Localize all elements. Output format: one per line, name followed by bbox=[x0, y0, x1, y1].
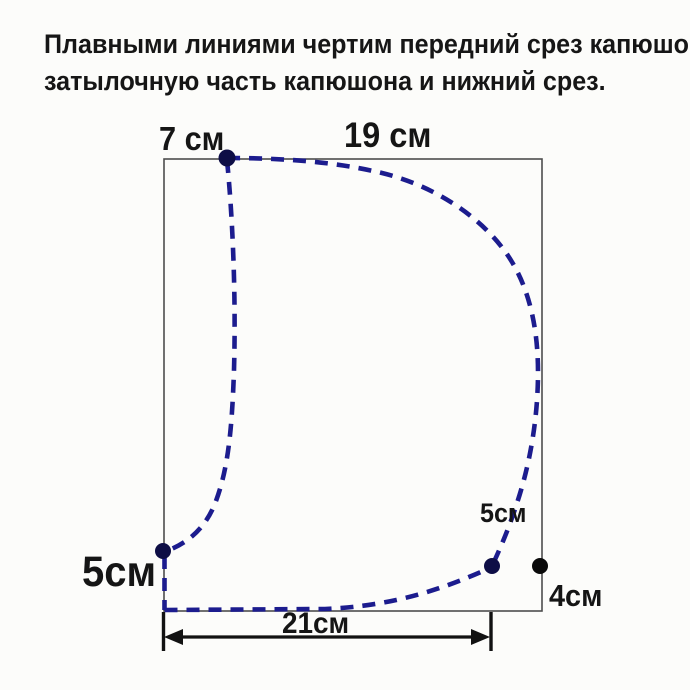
instruction-line-2: затылочную часть капюшона и нижний срез. bbox=[44, 66, 606, 96]
instruction-line-1: Плавными линиями чертим передний срез ка… bbox=[44, 29, 690, 59]
bottom-edge-curve bbox=[164, 564, 493, 613]
point-inner-5cm bbox=[484, 558, 500, 574]
point-left-5cm bbox=[155, 543, 171, 559]
dimension-arrowhead-right bbox=[471, 629, 490, 645]
instruction-text: Плавными линиями чертим передний срез ка… bbox=[44, 26, 690, 100]
label-left-height-5cm: 5см bbox=[82, 548, 157, 596]
label-bottom-width-21cm: 21см bbox=[282, 607, 350, 640]
label-top-offset-7cm: 7 см bbox=[159, 120, 225, 157]
point-right-4cm bbox=[532, 558, 548, 574]
pattern-base-rectangle bbox=[163, 158, 543, 612]
label-right-height-4cm: 4см bbox=[549, 578, 603, 613]
label-top-width-19cm: 19 см bbox=[344, 116, 432, 155]
label-inner-right-5cm: 5см bbox=[480, 498, 527, 528]
front-edge-curve bbox=[163, 159, 237, 555]
point-top-7cm bbox=[218, 149, 236, 167]
dimension-arrowhead-left bbox=[164, 629, 183, 645]
